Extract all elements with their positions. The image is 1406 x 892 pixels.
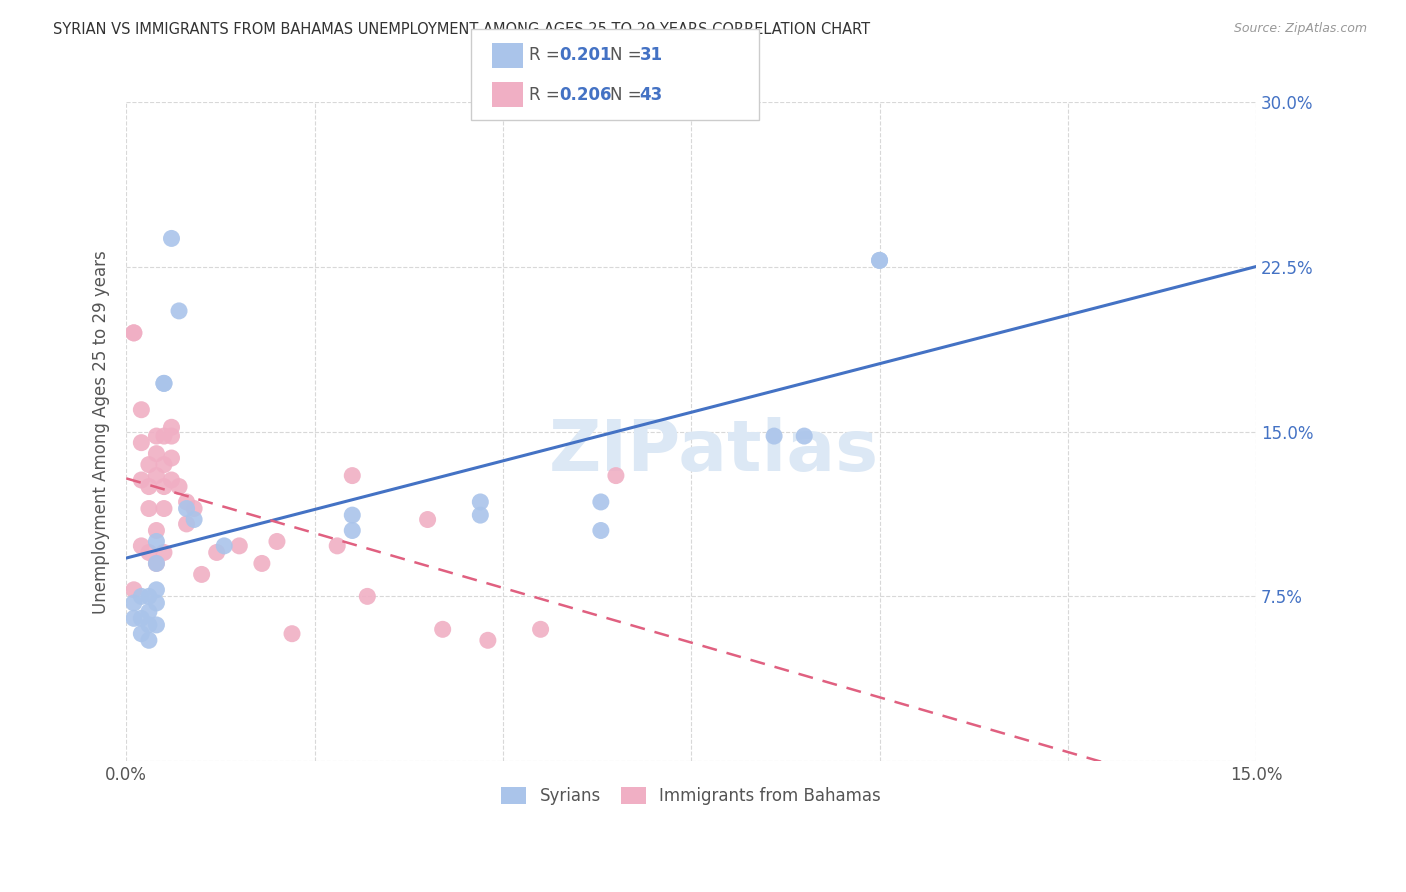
Point bbox=[145, 524, 167, 538]
Point bbox=[153, 545, 176, 559]
Point bbox=[281, 626, 304, 640]
Point bbox=[160, 231, 183, 245]
Point bbox=[589, 524, 612, 538]
Point bbox=[470, 508, 492, 522]
Point bbox=[122, 611, 145, 625]
Point bbox=[160, 429, 183, 443]
Point bbox=[122, 582, 145, 597]
Point bbox=[153, 479, 176, 493]
Point bbox=[167, 304, 190, 318]
Point bbox=[176, 516, 198, 531]
Point bbox=[356, 590, 378, 604]
Point bbox=[153, 458, 176, 472]
Point bbox=[145, 596, 167, 610]
Point bbox=[228, 539, 250, 553]
Point bbox=[477, 633, 499, 648]
Text: R =: R = bbox=[529, 86, 565, 103]
Point bbox=[122, 326, 145, 340]
Text: SYRIAN VS IMMIGRANTS FROM BAHAMAS UNEMPLOYMENT AMONG AGES 25 TO 29 YEARS CORRELA: SYRIAN VS IMMIGRANTS FROM BAHAMAS UNEMPL… bbox=[53, 22, 870, 37]
Point bbox=[145, 429, 167, 443]
Point bbox=[131, 611, 153, 625]
Point bbox=[190, 567, 212, 582]
Text: N =: N = bbox=[610, 86, 647, 103]
Point bbox=[145, 582, 167, 597]
Text: Source: ZipAtlas.com: Source: ZipAtlas.com bbox=[1233, 22, 1367, 36]
Point bbox=[183, 501, 205, 516]
Point bbox=[529, 623, 551, 637]
Point bbox=[153, 501, 176, 516]
Point bbox=[160, 420, 183, 434]
Point bbox=[122, 596, 145, 610]
Point bbox=[160, 473, 183, 487]
Point bbox=[160, 450, 183, 465]
Point bbox=[432, 623, 454, 637]
Point bbox=[145, 557, 167, 571]
Point bbox=[131, 402, 153, 417]
Point bbox=[470, 495, 492, 509]
Point bbox=[131, 435, 153, 450]
Point bbox=[131, 626, 153, 640]
Point bbox=[342, 508, 364, 522]
Y-axis label: Unemployment Among Ages 25 to 29 years: Unemployment Among Ages 25 to 29 years bbox=[93, 250, 110, 614]
Point bbox=[145, 534, 167, 549]
Point bbox=[131, 539, 153, 553]
Legend: Syrians, Immigrants from Bahamas: Syrians, Immigrants from Bahamas bbox=[495, 780, 887, 812]
Point bbox=[122, 326, 145, 340]
Point bbox=[138, 479, 160, 493]
Point bbox=[138, 633, 160, 648]
Point bbox=[793, 429, 815, 443]
Point bbox=[763, 429, 786, 443]
Point bbox=[183, 512, 205, 526]
Point bbox=[342, 524, 364, 538]
Text: R =: R = bbox=[529, 46, 565, 64]
Point bbox=[176, 501, 198, 516]
Point bbox=[342, 468, 364, 483]
Point bbox=[145, 447, 167, 461]
Point bbox=[250, 557, 273, 571]
Point bbox=[153, 429, 176, 443]
Point bbox=[869, 253, 891, 268]
Text: ZIPatlas: ZIPatlas bbox=[548, 417, 879, 486]
Point bbox=[416, 512, 439, 526]
Text: 31: 31 bbox=[640, 46, 662, 64]
Point bbox=[138, 605, 160, 619]
Point bbox=[145, 468, 167, 483]
Text: 0.206: 0.206 bbox=[560, 86, 612, 103]
Point bbox=[266, 534, 288, 549]
Point bbox=[131, 590, 153, 604]
Point bbox=[138, 618, 160, 632]
Point bbox=[176, 495, 198, 509]
Point bbox=[589, 495, 612, 509]
Point bbox=[869, 253, 891, 268]
Point bbox=[138, 501, 160, 516]
Point bbox=[145, 557, 167, 571]
Point bbox=[138, 458, 160, 472]
Point bbox=[167, 479, 190, 493]
Point bbox=[605, 468, 627, 483]
Point bbox=[131, 473, 153, 487]
Point bbox=[138, 545, 160, 559]
Text: 0.201: 0.201 bbox=[560, 46, 612, 64]
Text: 43: 43 bbox=[640, 86, 664, 103]
Point bbox=[205, 545, 228, 559]
Point bbox=[145, 618, 167, 632]
Point bbox=[153, 376, 176, 391]
Point bbox=[153, 376, 176, 391]
Point bbox=[212, 539, 235, 553]
Point bbox=[326, 539, 349, 553]
Text: N =: N = bbox=[610, 46, 647, 64]
Point bbox=[138, 590, 160, 604]
